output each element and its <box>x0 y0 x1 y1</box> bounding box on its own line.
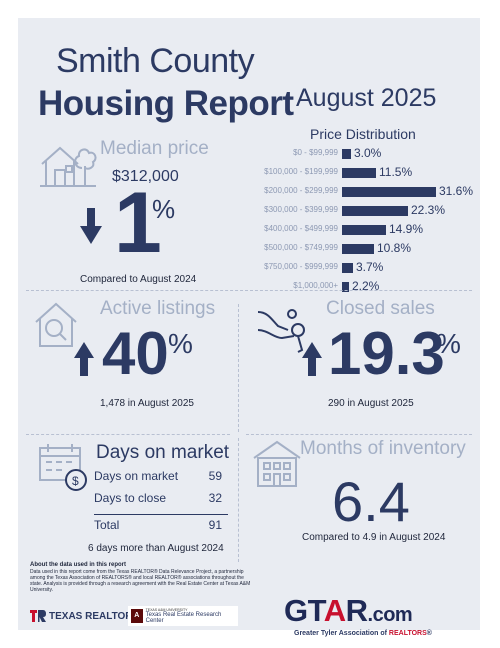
bar <box>342 244 374 254</box>
gtar-r-text: R <box>345 593 368 628</box>
tamu-logo: A TEXAS A&M UNIVERSITY Texas Real Estate… <box>128 606 238 626</box>
bar <box>342 206 408 216</box>
down-arrow-icon <box>80 208 102 244</box>
house-tree-icon <box>40 146 97 187</box>
days-on-market-compare: 6 days more than August 2024 <box>88 543 224 554</box>
total-value: 91 <box>208 518 222 532</box>
total-label: Total <box>94 518 120 532</box>
about-title: About the data used in this report <box>30 562 127 568</box>
bar <box>342 187 436 197</box>
report-month: August 2025 <box>296 84 437 112</box>
title-county: Smith County <box>56 42 255 80</box>
bar-category-label: $200,000 - $299,999 <box>264 186 338 195</box>
median-price-percent-sign: % <box>152 194 176 224</box>
median-price-change: 1 <box>114 175 162 271</box>
bar-category-label: $300,000 - $399,999 <box>264 205 338 214</box>
divider-left-middle <box>26 434 230 435</box>
gtar-sub-text: Greater Tyler Association of <box>294 630 389 637</box>
active-listings-change: 40 <box>102 320 169 387</box>
tamu-mark-icon: A <box>131 609 143 623</box>
bar-value-label: 3.0% <box>354 146 382 160</box>
divider-bottom-vertical <box>238 438 239 562</box>
active-listings-label: Active listings <box>100 298 216 319</box>
report-page: Smith County Housing Report August 2025 … <box>18 18 480 637</box>
closed-sales-label: Closed sales <box>326 298 435 319</box>
bar <box>342 168 376 178</box>
house-search-icon <box>35 302 77 347</box>
bar-row: $100,000 - $199,999 11.5% <box>250 165 480 181</box>
hand-key-icon <box>257 309 305 353</box>
gtar-a-text: A <box>323 593 346 628</box>
bar <box>342 149 351 159</box>
bar-category-label: $750,000 - $999,999 <box>264 262 338 271</box>
bar-value-label: 14.9% <box>389 222 424 236</box>
bar-category-label: $500,000 - $749,999 <box>264 243 338 252</box>
days-on-market-table: Days on market 59 Days to close 32 Total… <box>94 466 228 536</box>
gtar-logo[interactable]: GTAR.com <box>284 593 413 629</box>
bar-row: $400,000 - $499,999 14.9% <box>250 222 480 238</box>
bar-row: $1,000,000+ 2.2% <box>250 279 480 295</box>
bar-category-label: $100,000 - $199,999 <box>264 167 338 176</box>
bar-row: $200,000 - $299,999 31.6% <box>250 184 480 200</box>
bar-value-label: 3.7% <box>356 260 384 274</box>
up-arrow-icon <box>302 342 322 376</box>
closed-sales-percent-sign: % <box>436 328 461 359</box>
bar-row: $0 - $99,999 3.0% <box>250 146 480 162</box>
tamu-university-text: TEXAS A&M UNIVERSITY <box>145 608 188 612</box>
gtar-sub-realtors: REALTORS <box>388 630 427 637</box>
bar <box>342 282 349 292</box>
closed-sales-detail: 290 in August 2025 <box>328 398 414 409</box>
svg-text:$: $ <box>72 474 79 488</box>
bar-value-label: 22.3% <box>411 203 446 217</box>
median-price-compare: Compared to August 2024 <box>80 274 197 285</box>
months-inventory-value: 6.4 <box>332 470 410 533</box>
divider-top <box>26 290 472 291</box>
texas-realtors-logo: TEXAS REALTORS <box>30 610 139 622</box>
tamu-center-text: Texas Real Estate Research Center <box>145 612 222 624</box>
price-distribution-title: Price Distribution <box>310 126 416 142</box>
months-inventory-compare: Compared to 4.9 in August 2024 <box>302 532 446 543</box>
gtar-com-text: .com <box>367 604 413 626</box>
bar-value-label: 2.2% <box>352 279 380 293</box>
gtar-subtitle: Greater Tyler Association of REALTORS® <box>294 630 432 637</box>
median-price-label: Median price <box>100 138 209 159</box>
building-icon <box>253 440 301 487</box>
gtar-g-text: GT <box>284 593 324 628</box>
gtar-sub-reg: ® <box>426 630 432 637</box>
median-price-value: $312,000 <box>112 168 179 185</box>
texas-realtors-mark-icon <box>30 610 46 622</box>
row-label: Days to close <box>94 491 167 505</box>
active-listings-detail: 1,478 in August 2025 <box>100 398 194 409</box>
bar-category-label: $0 - $99,999 <box>293 148 338 157</box>
about-text: Data used in this report come from the T… <box>30 569 251 593</box>
bar-value-label: 10.8% <box>377 241 412 255</box>
bar-row: $300,000 - $399,999 22.3% <box>250 203 480 219</box>
bar-value-label: 31.6% <box>439 184 474 198</box>
bar-category-label: $1,000,000+ <box>293 281 338 290</box>
months-inventory-label: Months of inventory <box>300 438 466 459</box>
divider-mid-vertical <box>238 304 239 432</box>
table-row: Days to close 32 <box>94 488 228 510</box>
table-row-total: Total 91 <box>94 514 228 536</box>
active-listings-percent-sign: % <box>168 328 193 359</box>
bar <box>342 225 386 235</box>
calendar-money-icon: $ <box>39 444 87 491</box>
bar-category-label: $400,000 - $499,999 <box>264 224 338 233</box>
row-value: 59 <box>208 469 222 483</box>
closed-sales-change: 19.3 <box>328 320 445 387</box>
bar <box>342 263 353 273</box>
divider-right-middle <box>246 434 472 435</box>
texas-realtors-text: TEXAS REALTORS <box>49 610 140 622</box>
bar-row: $750,000 - $999,999 3.7% <box>250 260 480 276</box>
row-value: 32 <box>208 491 222 505</box>
title-housing-report: Housing Report <box>38 84 294 123</box>
up-arrow-icon <box>74 342 94 376</box>
days-on-market-label: Days on market <box>96 442 230 463</box>
bar-value-label: 11.5% <box>379 165 413 179</box>
row-label: Days on market <box>94 469 179 483</box>
table-row: Days on market 59 <box>94 466 228 488</box>
bar-row: $500,000 - $749,999 10.8% <box>250 241 480 257</box>
